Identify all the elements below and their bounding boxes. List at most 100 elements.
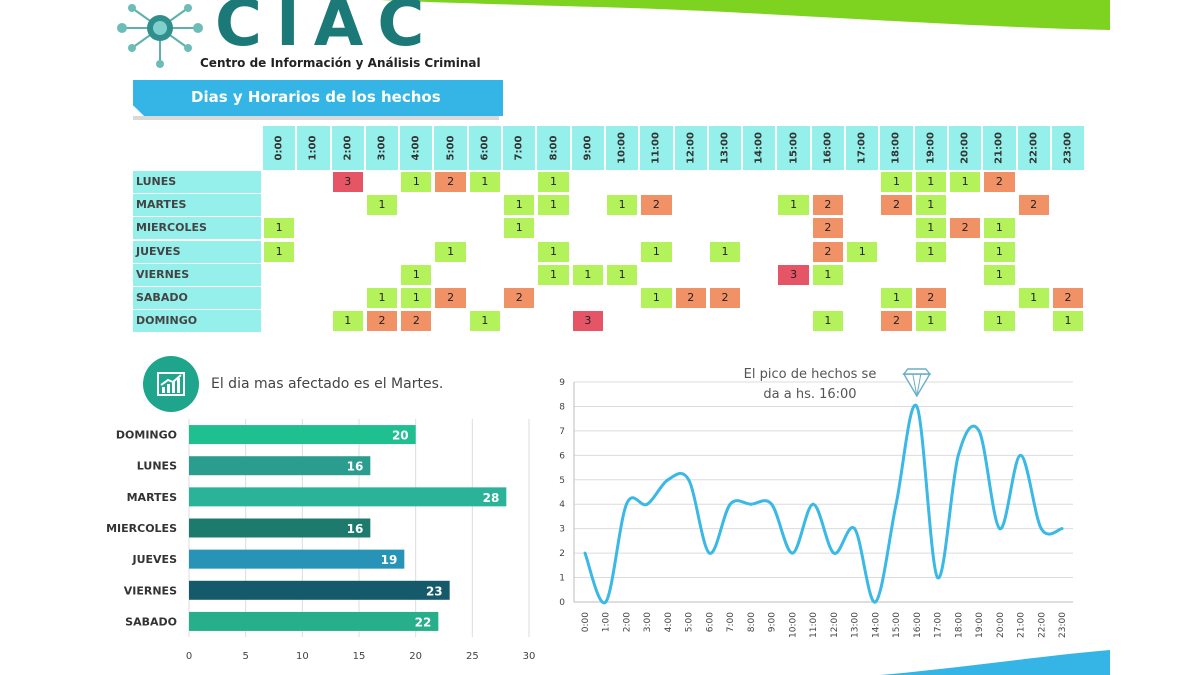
heatmap-cell: [331, 194, 365, 216]
line-y-tick: 4: [559, 500, 565, 510]
heatmap-cell: [948, 194, 982, 216]
heatmap-hour-text: 2:00: [342, 135, 354, 161]
heatmap-cell: [639, 264, 673, 286]
heatmap-cell: 1: [811, 310, 845, 332]
heatmap-hour-text: 15:00: [788, 132, 800, 164]
heatmap-cell: [536, 217, 570, 239]
heatmap-cell: [1017, 171, 1051, 193]
heatmap-hour-label: 1:00: [296, 126, 331, 170]
line-x-tick: 19:00: [975, 612, 985, 638]
heatmap-cell: 1: [914, 241, 948, 263]
heatmap-hour-label: 6:00: [467, 126, 503, 170]
line-point: [977, 429, 981, 433]
heatmap-cell: [468, 217, 502, 239]
heatmap-cell: 1: [468, 310, 502, 332]
heatmap-cell: 1: [536, 194, 570, 216]
heatmap-cell-value: 1: [264, 218, 295, 239]
heatmap-cell: [365, 241, 399, 263]
line-point: [1060, 527, 1064, 531]
heatmap-hour-text: 7:00: [513, 135, 525, 161]
heatmap-cell: 2: [365, 310, 399, 332]
heatmap-cell: 1: [502, 217, 536, 239]
heatmap-hour-text: 10:00: [616, 132, 628, 164]
bar-x-tick: 10: [296, 651, 309, 662]
bar-x-tick: 5: [242, 651, 248, 662]
heatmap-cell: 1: [948, 171, 982, 193]
heatmap-cell: [296, 194, 330, 216]
line-x-tick: 5:00: [685, 612, 695, 632]
heatmap-cell: 2: [879, 194, 913, 216]
heatmap-cell: [433, 310, 467, 332]
heatmap-hour-text: 13:00: [719, 132, 731, 164]
line-point: [707, 551, 711, 555]
heatmap-cell-value: 2: [812, 241, 844, 262]
heatmap-row: VIERNES 1 1 1 1 3 1 1: [133, 263, 1085, 286]
heatmap-cell: [708, 194, 742, 216]
heatmap-cell: [742, 217, 776, 239]
diamond-icon: [902, 368, 932, 398]
line-annotation-line2: da a hs. 16:00: [763, 387, 856, 402]
heatmap-hour-label: 22:00: [1016, 126, 1051, 170]
section-title: Dias y Horarios de los hechos: [191, 88, 441, 106]
heatmap-cell: [948, 287, 982, 309]
line-point: [915, 404, 919, 408]
heatmap-hour-text: 6:00: [479, 135, 491, 161]
heatmap-hour-text: 23:00: [1062, 132, 1074, 164]
heatmap-day-label: MARTES: [133, 194, 261, 217]
heatmap-cell-value: 1: [332, 311, 363, 332]
line-point: [936, 576, 940, 580]
heatmap-cell-value: 2: [504, 288, 535, 308]
heatmap-cell-value: 1: [812, 311, 844, 332]
heatmap-cell: 1: [468, 171, 502, 193]
bar: [189, 518, 371, 538]
heatmap-cell: 3: [776, 264, 810, 286]
heatmap-cell: [845, 194, 879, 216]
weekday-bar-chart: 0 5 10 15 20 25 30 DOMINGO 20 LUNES 16 MARTES 28 MIER…: [106, 419, 535, 662]
heatmap-hour-label: 14:00: [742, 126, 777, 170]
heatmap-cell: 3: [331, 171, 365, 193]
heatmap-cell: 1: [914, 194, 948, 216]
line-point: [832, 551, 836, 555]
heatmap-cell: [571, 194, 605, 216]
heatmap-cell: [742, 171, 776, 193]
heatmap-cell-value: 1: [538, 172, 569, 192]
bar-value-label: 16: [347, 460, 364, 474]
line-point: [811, 502, 815, 506]
heatmap-cell-value: 2: [401, 311, 432, 332]
heatmap-cell-value: 2: [915, 288, 946, 308]
heatmap-cell: [433, 194, 467, 216]
heatmap-hour-text: 17:00: [856, 132, 868, 164]
bar-value-label: 19: [381, 553, 398, 567]
heatmap-hour-label: 12:00: [673, 126, 708, 170]
heatmap-cell: 2: [982, 171, 1016, 193]
heatmap-cell: [605, 171, 639, 193]
heatmap-cell: [1017, 310, 1051, 332]
heatmap-cell: [605, 217, 639, 239]
heatmap-cell: [296, 264, 330, 286]
heatmap-cell-value: 3: [332, 172, 363, 192]
heatmap-cell: [948, 310, 982, 332]
heatmap-cell: [1051, 264, 1085, 286]
heatmap-cell: [674, 171, 708, 193]
heatmap-cell: [468, 241, 502, 263]
heatmap-hour-text: 19:00: [925, 132, 937, 164]
heatmap-cell-value: 1: [606, 195, 638, 216]
heatmap-cell-value: 1: [915, 241, 946, 262]
heatmap-cell: [948, 264, 982, 286]
heatmap-cell: 1: [982, 217, 1016, 239]
heatmap-cell: 2: [811, 194, 845, 216]
heatmap-cell: 1: [1051, 310, 1085, 332]
heatmap-cell-value: 1: [915, 195, 946, 216]
heatmap-cell: [365, 171, 399, 193]
heatmap-cell: [982, 194, 1016, 216]
heatmap-hour-header: 0:00 1:00 2:00 3:00 4:00 5:00 6:00 7:00 8:00 9:00…: [262, 126, 1086, 170]
heatmap-cell: 1: [879, 287, 913, 309]
heatmap-cell-value: 1: [1018, 288, 1049, 308]
line-y-tick: 1: [559, 574, 565, 584]
heatmap-row: SABADO 1 1 2 2 1 2 2 1 2 1 2: [133, 287, 1085, 309]
bar-category-label: MARTES: [127, 491, 177, 504]
heatmap-cell: [811, 287, 845, 309]
heatmap-cell: [708, 171, 742, 193]
heatmap-cell: [331, 264, 365, 286]
heatmap-hour-text: 14:00: [753, 132, 765, 164]
